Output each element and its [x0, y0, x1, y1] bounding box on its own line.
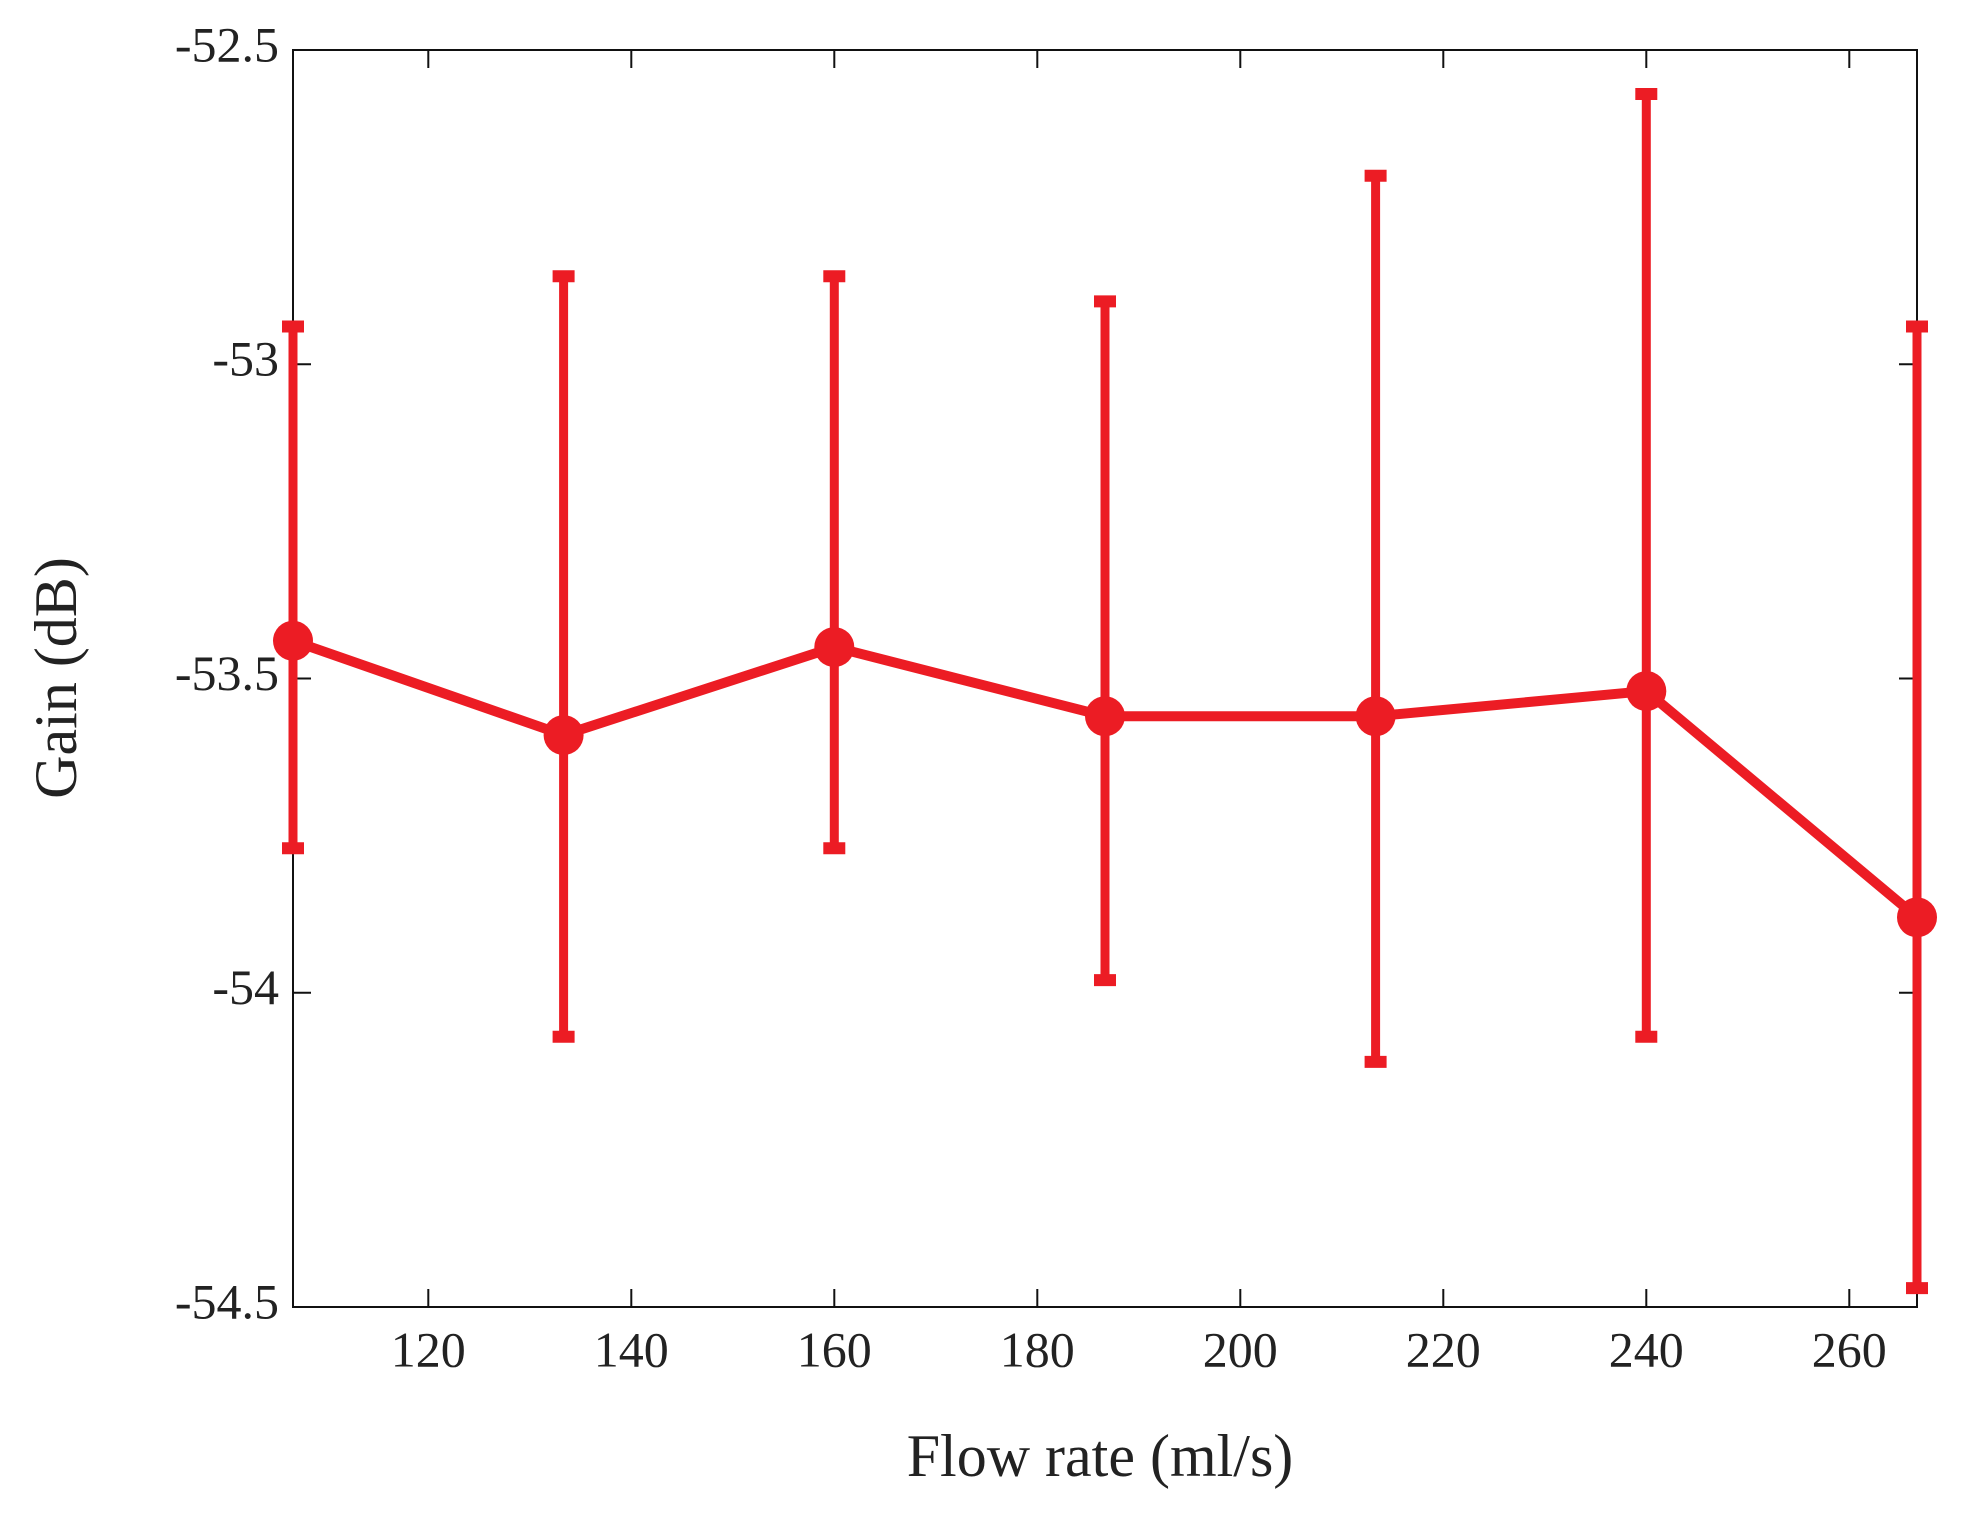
x-tick-label: 180 — [1000, 1321, 1075, 1377]
y-tick-label: -54.5 — [175, 1273, 279, 1329]
marker — [814, 627, 855, 668]
marker — [1897, 897, 1937, 938]
x-tick-label: 260 — [1812, 1321, 1887, 1377]
y-tick-label: -53.5 — [175, 645, 279, 701]
x-axis-label: Flow rate (ml/s) — [907, 1423, 1294, 1489]
x-tick-label: 200 — [1203, 1321, 1278, 1377]
marker — [543, 715, 584, 756]
y-axis-label: Gain (dB) — [23, 557, 89, 799]
x-tick-label: 120 — [391, 1321, 466, 1377]
x-tick-label: 240 — [1609, 1321, 1684, 1377]
y-tick-label: -52.5 — [175, 16, 279, 72]
x-tick-label: 140 — [594, 1321, 669, 1377]
y-tick-label: -53 — [212, 331, 279, 387]
marker — [1085, 696, 1125, 737]
x-tick-label: 220 — [1406, 1321, 1481, 1377]
marker — [1355, 696, 1396, 737]
y-tick-label: -54 — [212, 959, 279, 1015]
x-tick-label: 160 — [797, 1321, 872, 1377]
marker — [273, 620, 313, 661]
marker — [1626, 671, 1667, 712]
